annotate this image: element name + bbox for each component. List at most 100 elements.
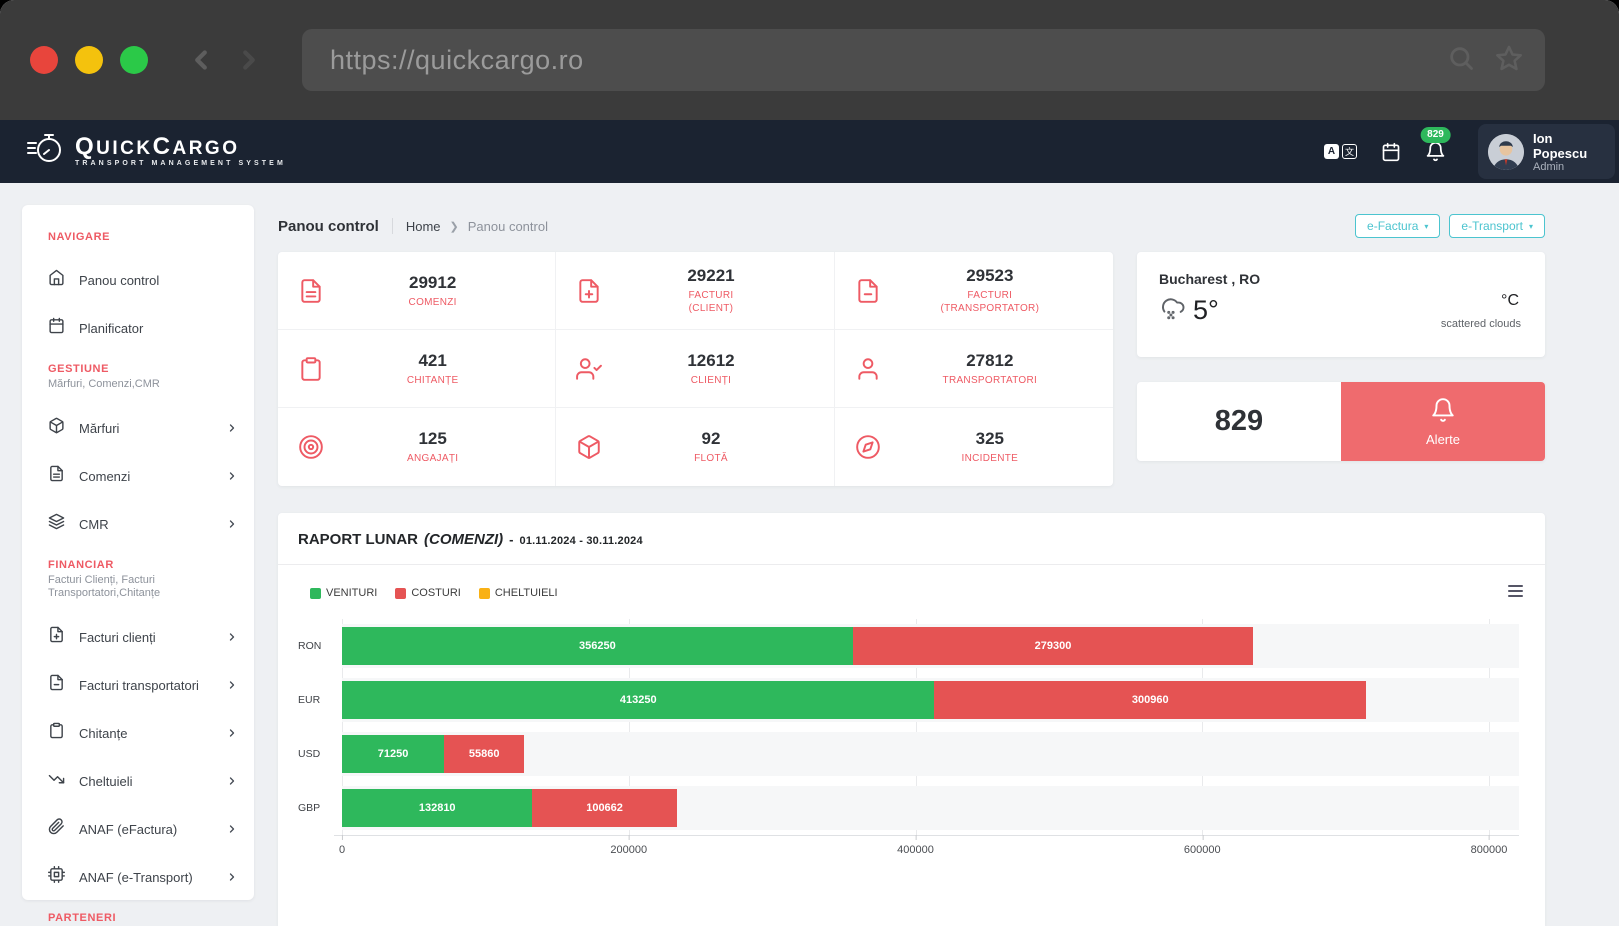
alerts-count: 829 [1214,405,1264,437]
logo-subtitle: TRANSPORT MANAGEMENT SYSTEM [75,159,286,167]
user-role: Admin [1533,160,1565,173]
avatar [1488,133,1524,170]
sidebar-item-anaf-efactura[interactable]: ANAF (eFactura) [48,818,240,840]
quickcargo-logo[interactable]: QUICKCARGO TRANSPORT MANAGEMENT SYSTEM [26,132,286,171]
bookmark-star-icon[interactable] [1495,44,1523,77]
compass-icon [855,434,881,460]
chevron-right-icon [226,470,238,482]
file-text-icon [298,278,324,304]
chevron-right-icon [226,518,238,530]
sidebar-item-facturi-clienti[interactable]: Facturi clienți [48,626,240,648]
weather-card: Bucharest , RO 5° °C scattered clouds [1137,252,1545,357]
caret-down-icon: ▾ [1424,221,1429,231]
breadcrumb: Panou control Home ❯ Panou control e-Fac… [278,214,1545,238]
translate-icon[interactable]: A 文 [1324,144,1357,159]
x-tick-label: 200000 [610,835,647,856]
section-header-parteneri: PARTENERI [48,912,117,924]
sidebar-item-comenzi[interactable]: Comenzi [48,465,240,487]
alerts-card[interactable]: 829 Alerte [1137,382,1545,461]
legend-item-cheltuieli[interactable]: CHELTUIELI [478,587,558,599]
chart-legend: VENITURI COSTURI CHELTUIELI [310,587,1525,599]
bar-segment-venituri[interactable]: 132810 [342,789,533,827]
bar-chart: RON 356250 279300 EUR 413250 300960 USD 71250 55… [298,619,1519,835]
bar-segment-costuri[interactable]: 55860 [444,735,525,773]
sidebar-item-anaf-etransport[interactable]: ANAF (e-Transport) [48,866,240,888]
user-check-icon [576,356,603,382]
bar-segment-costuri[interactable]: 300960 [934,681,1366,719]
stat-card-angajati[interactable]: 125 ANGAJAȚI [278,408,557,486]
search-icon[interactable] [1447,44,1475,77]
legend-swatch [310,587,321,599]
back-icon[interactable] [186,43,216,77]
browser-chrome: https://quickcargo.ro [0,0,1619,120]
chevron-right-icon [226,727,238,739]
caret-down-icon: ▾ [1528,221,1533,231]
chart-category-label: USD [298,748,321,760]
chart-category-label: GBP [298,802,321,814]
user-icon [855,356,881,382]
stat-card-facturi-transportator[interactable]: 29523 FACTURI (TRANSPORTATOR) [834,252,1113,330]
chart-row-usd: USD 71250 55860 [298,727,1519,781]
weather-city: Bucharest , RO [1159,271,1261,287]
bar-segment-venituri[interactable]: 71250 [342,735,445,773]
stat-card-incidente[interactable]: 325 INCIDENTE [835,408,1113,486]
efactura-dropdown-button[interactable]: e-Factura ▾ [1355,214,1441,238]
legend-item-costuri[interactable]: COSTURI [395,587,461,599]
breadcrumb-home[interactable]: Home [405,218,441,234]
bar-segment-costuri[interactable]: 100662 [532,789,677,827]
report-title-emphasis: (COMENZI) [424,531,504,548]
home-icon [48,269,65,291]
sidebar-item-planificator[interactable]: Planificator [48,317,240,339]
sidebar-item-facturi-transportatori[interactable]: Facturi transportatori [48,674,240,696]
sidebar: NAVIGARE Panou control Planificator GEST… [22,205,254,924]
chart-xaxis: 0 200000 400000 600000 800000 [334,835,1519,871]
stat-card-chitante[interactable]: 421 CHITANȚE [278,330,557,408]
cpu-icon [48,866,65,888]
monthly-report-card: RAPORT LUNAR (COMENZI) - 01.11.2024 - 30… [278,513,1545,926]
x-tick-label: 0 [339,835,345,856]
stat-card-comenzi[interactable]: 29912 COMENZI [278,252,557,330]
bar-segment-costuri[interactable]: 279300 [852,627,1254,665]
chevron-right-icon [226,775,238,787]
file-plus-icon [576,278,602,304]
legend-label: VENITURI [326,587,378,599]
trending-down-icon [48,770,65,792]
package-icon [576,434,602,460]
legend-label: COSTURI [411,587,461,599]
sidebar-item-cmr[interactable]: CMR [48,513,240,535]
bar-segment-venituri[interactable]: 356250 [342,627,853,665]
url-text[interactable]: https://quickcargo.ro [330,44,584,75]
user-menu[interactable]: Ion Popescu Admin [1478,124,1615,179]
stat-card-flota[interactable]: 92 FLOTĂ [556,408,835,486]
legend-item-venituri[interactable]: VENITURI [310,587,377,599]
sidebar-item-marfuri[interactable]: Mărfuri [48,417,240,439]
sidebar-item-panou-control[interactable]: Panou control [48,269,240,291]
x-tick-label: 800000 [1471,835,1507,856]
stat-card-transportatori[interactable]: 27812 TRANSPORTATORI [834,330,1113,408]
etransport-dropdown-button[interactable]: e-Transport ▾ [1449,214,1545,238]
clipboard-icon [298,356,324,382]
section-header-navigare: NAVIGARE [48,231,111,243]
minimize-window-button[interactable] [75,46,103,74]
url-bar[interactable]: https://quickcargo.ro [302,29,1545,91]
stat-card-clienti[interactable]: 12612 CLIENȚI [556,330,835,408]
section-subtitle-financiar: Facturi Clienți, Facturi Transportatori,… [48,574,161,599]
chart-menu-icon[interactable] [1508,585,1523,597]
x-tick-label: 400000 [897,835,934,856]
chart-row-gbp: GBP 132810 100662 [298,781,1519,835]
calendar-icon [48,317,65,339]
forward-icon[interactable] [234,43,264,77]
bar-segment-venituri[interactable]: 413250 [342,681,935,719]
alerts-button[interactable]: Alerte [1341,382,1545,461]
sidebar-item-cheltuieli[interactable]: Cheltuieli [48,770,240,792]
maximize-window-button[interactable] [120,46,148,74]
stat-card-facturi-client[interactable]: 29221 FACTURI (CLIENT) [556,252,835,330]
notifications-bell-icon[interactable]: 829 [1420,127,1451,162]
sidebar-item-chitante[interactable]: Chitanțe [48,722,240,744]
chart-rows: RON 356250 279300 EUR 413250 300960 USD 71250 55… [298,619,1519,835]
calendar-nav-icon[interactable] [1381,142,1401,162]
chevron-right-icon [226,823,238,835]
user-name: Ion Popescu [1533,130,1588,161]
close-window-button[interactable] [30,46,58,74]
